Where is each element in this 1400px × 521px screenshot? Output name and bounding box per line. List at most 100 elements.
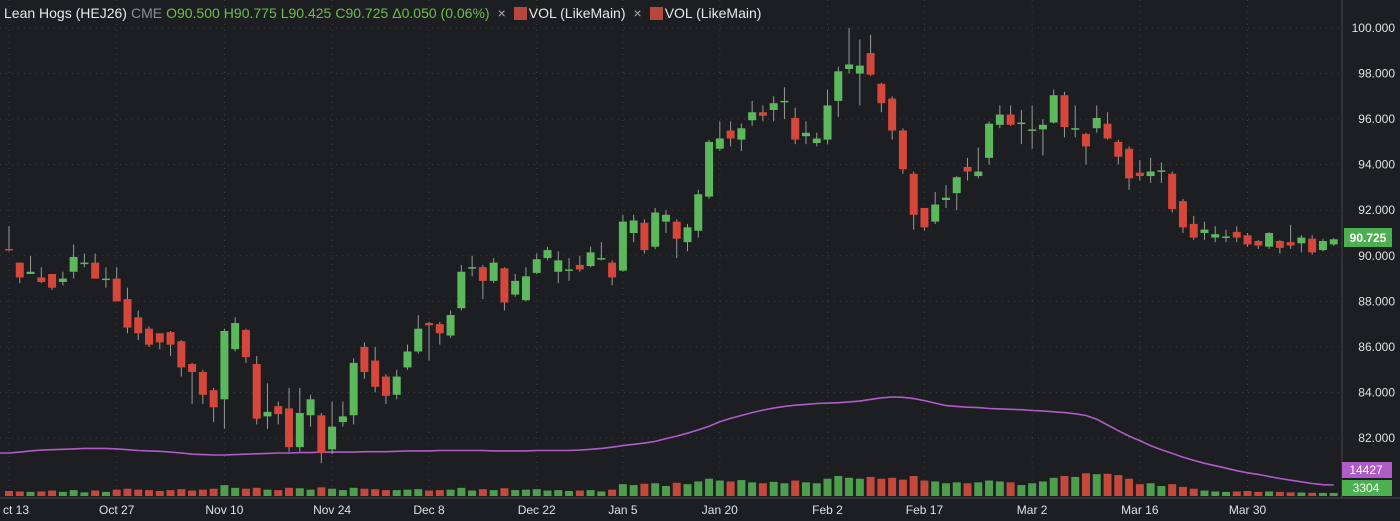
candle-body: [888, 98, 897, 131]
candle: [931, 192, 940, 224]
candle: [435, 321, 444, 345]
candle-body: [306, 399, 315, 416]
volume-bar: [403, 489, 412, 496]
high-value: H90.775: [223, 5, 277, 21]
volume-bar: [1254, 491, 1263, 496]
candle: [26, 255, 35, 275]
candle: [554, 251, 563, 284]
volume-bar: [1265, 491, 1274, 496]
date-tick-label: ct 13: [3, 503, 29, 517]
candles: [5, 28, 1338, 464]
candle: [166, 330, 175, 357]
candle-body: [101, 278, 110, 281]
volume-bar: [640, 483, 649, 496]
volume-bar: [252, 487, 261, 496]
candle-body: [1232, 231, 1241, 238]
candle-body: [58, 278, 67, 282]
candle-body: [1028, 129, 1037, 131]
last-price-label: 90.725: [1350, 231, 1387, 245]
candle: [909, 171, 918, 230]
candle: [112, 267, 121, 302]
volume-bar: [1297, 492, 1306, 496]
candle: [1329, 238, 1338, 247]
candle: [371, 346, 380, 393]
volume-bar: [220, 485, 229, 496]
time-axis[interactable]: ct 13 Oct 27 Nov 10 Nov 24 Dec 8 Dec 22 Jan 5 J…: [3, 503, 1267, 517]
candle: [338, 401, 347, 427]
candle-body: [468, 267, 477, 269]
chart-legend: Lean Hogs (HEJ26) CME O90.500 H90.775 L9…: [4, 5, 761, 21]
symbol-name[interactable]: Lean Hogs (HEJ26): [4, 5, 127, 21]
volume-bar: [565, 491, 574, 496]
close-icon[interactable]: ×: [633, 5, 642, 21]
volume-bar: [1200, 490, 1209, 496]
volume-bar: [672, 482, 681, 496]
candle-body: [1297, 237, 1306, 244]
volume-bar: [349, 487, 358, 496]
candle: [317, 412, 326, 464]
candle: [877, 82, 886, 113]
price-axis[interactable]: 82.000 84.000 86.000 88.000 90.000 92.000 94.0…: [1352, 21, 1396, 445]
volume-bar: [209, 488, 218, 496]
candle-body: [91, 262, 100, 279]
volume-bar: [1082, 473, 1090, 496]
volume-bar: [241, 488, 250, 496]
candle-body: [26, 271, 35, 275]
volume-bar: [112, 489, 121, 496]
volume-bar: [1275, 491, 1284, 496]
candle-body: [1006, 114, 1015, 125]
volume-bar: [715, 480, 724, 496]
candle: [231, 317, 240, 352]
volume-bar: [1318, 492, 1327, 496]
candle-body: [780, 100, 789, 103]
candle: [360, 342, 369, 379]
candle-body: [812, 138, 821, 144]
candle: [1103, 112, 1112, 140]
volume-bar: [1038, 481, 1047, 496]
volume-bar: [123, 488, 132, 496]
candle-body: [360, 346, 369, 372]
volume-bar: [274, 490, 283, 496]
candle-body: [823, 105, 832, 140]
candle: [500, 267, 509, 311]
candle-body: [791, 117, 800, 140]
candle-body: [403, 351, 412, 368]
candle-body: [1103, 123, 1112, 139]
candle-body: [715, 138, 724, 149]
indicator-vol-2[interactable]: VOL (LikeMain): [649, 5, 761, 21]
candle: [1286, 225, 1295, 249]
line-last-label: 14427: [1349, 463, 1383, 477]
volume-bar: [468, 490, 477, 496]
volume-bar: [909, 476, 918, 496]
candle: [285, 387, 294, 452]
candle-body: [15, 262, 24, 278]
candle-body: [1071, 128, 1080, 130]
volume-bar: [198, 489, 207, 496]
candle-body: [1146, 171, 1155, 177]
candle: [1168, 171, 1177, 213]
candle: [328, 401, 337, 454]
candle-body: [37, 277, 46, 282]
candle: [780, 87, 789, 120]
candle: [403, 344, 412, 370]
volume-bar: [1286, 492, 1295, 496]
indicator-vol-1[interactable]: VOL (LikeMain): [513, 5, 626, 21]
candle: [1071, 105, 1080, 138]
volume-bar: [1146, 483, 1155, 496]
candle-body: [521, 276, 530, 301]
volume-bar: [845, 477, 854, 496]
volume-bar: [952, 482, 961, 496]
close-icon[interactable]: ×: [497, 5, 506, 21]
volume-bar: [5, 491, 13, 496]
volume-bar: [1103, 473, 1112, 496]
volume-bar: [435, 490, 444, 496]
candle: [769, 96, 778, 122]
price-tick-label: 94.000: [1358, 158, 1395, 172]
volume-bar: [888, 477, 897, 496]
candle-body: [629, 220, 638, 234]
volume-bar: [145, 490, 154, 496]
candle: [1038, 119, 1047, 156]
candle: [1028, 105, 1037, 149]
volume-bar: [608, 489, 617, 496]
